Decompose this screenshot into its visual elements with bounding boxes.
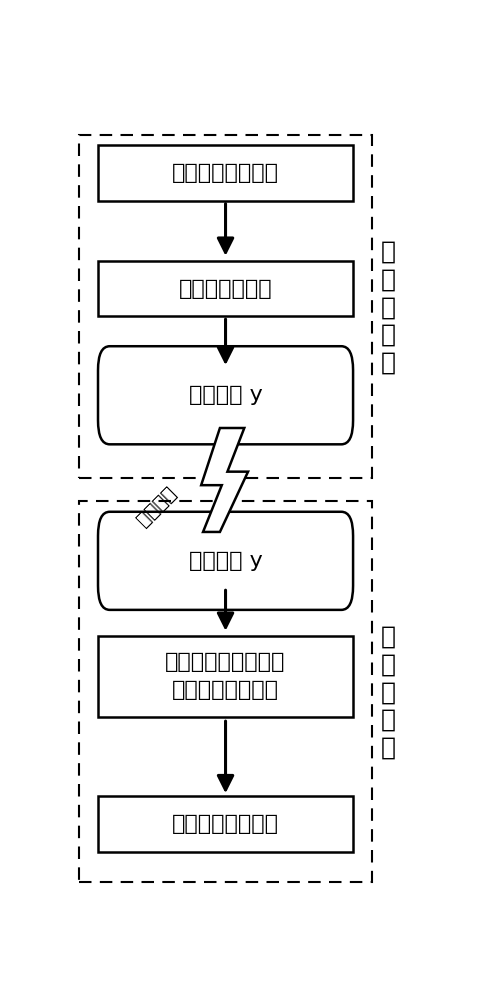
- Text: 测量数据 y: 测量数据 y: [189, 385, 262, 405]
- Text: 地
面
解
码
端: 地 面 解 码 端: [381, 625, 396, 760]
- Text: 重构的高光谱数据: 重构的高光谱数据: [172, 814, 279, 834]
- Text: 测量数据 y: 测量数据 y: [189, 551, 262, 571]
- Text: 数据链路: 数据链路: [133, 483, 180, 530]
- Bar: [79, 501, 372, 882]
- FancyBboxPatch shape: [98, 636, 353, 717]
- Polygon shape: [201, 428, 248, 532]
- FancyBboxPatch shape: [98, 796, 353, 852]
- Text: 原始的高光谱数据: 原始的高光谱数据: [172, 163, 279, 183]
- Text: 星
上
编
码
端: 星 上 编 码 端: [381, 240, 396, 375]
- FancyBboxPatch shape: [98, 145, 353, 201]
- Text: 基于空谱联合稀疏先
验的压缩感知重建: 基于空谱联合稀疏先 验的压缩感知重建: [166, 652, 286, 700]
- FancyBboxPatch shape: [98, 512, 353, 610]
- FancyBboxPatch shape: [98, 261, 353, 316]
- Bar: [79, 135, 372, 478]
- FancyBboxPatch shape: [98, 346, 353, 444]
- Text: 块对角随机测量: 块对角随机测量: [179, 279, 272, 299]
